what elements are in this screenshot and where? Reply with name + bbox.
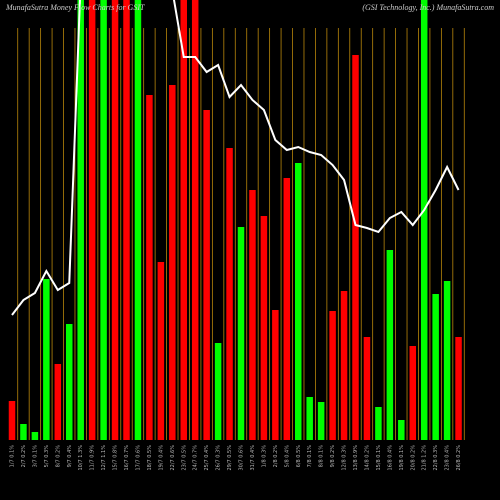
x-tick-label: 23/7 0.5%	[181, 445, 187, 471]
x-tick-label: 16/7 0.7%	[124, 445, 130, 471]
x-tick-label: 19/8 0.1%	[399, 445, 405, 471]
bar	[295, 163, 302, 440]
bar	[455, 337, 462, 440]
x-tick-label: 9/8 0.2%	[330, 445, 336, 468]
x-tick-label: 6/8 0.5%	[296, 445, 302, 468]
x-tick-label: 9/7 0.4%	[67, 445, 73, 468]
bar	[409, 346, 416, 440]
x-tick-label: 5/8 0.4%	[284, 445, 290, 468]
bar	[180, 0, 187, 440]
chart-title: MunafaSutra Money Flow Charts for GSIT	[5, 3, 145, 12]
x-tick-label: 8/8 0.1%	[319, 445, 325, 468]
x-tick-label: 10/7 1.3%	[78, 445, 84, 471]
bar	[54, 364, 62, 440]
x-tick-label: 17/7 0.6%	[135, 445, 141, 471]
x-tick-label: 7/8 0.1%	[307, 445, 313, 468]
bar	[363, 337, 371, 440]
chart-subtitle: (GSI Technology, Inc.) MunafaSutra.com	[362, 3, 494, 12]
bar	[77, 0, 84, 440]
x-tick-label: 18/7 0.5%	[147, 445, 153, 471]
x-tick-label: 30/7 0.6%	[239, 445, 245, 471]
x-tick-label: 19/7 0.4%	[158, 445, 164, 471]
bar	[88, 0, 96, 440]
bar	[317, 402, 325, 440]
bar	[134, 0, 142, 440]
x-tick-label: 29/7 0.5%	[227, 445, 233, 471]
bar	[191, 0, 199, 440]
x-tick-label: 16/8 0.4%	[387, 445, 393, 471]
x-tick-label: 26/7 0.3%	[216, 445, 222, 471]
x-tick-label: 1/8 0.3%	[261, 445, 267, 468]
x-tick-label: 12/7 1.1%	[101, 445, 107, 471]
x-tick-label: 12/8 0.3%	[342, 445, 348, 471]
bar	[306, 397, 313, 440]
x-tick-label: 25/7 0.4%	[204, 445, 210, 471]
line-layer	[11, 0, 460, 316]
bar	[146, 95, 153, 440]
x-labels: 1/7 0.1% 2/7 0.2% 3/7 0.1% 5/7 0.3% 8/7 0.2%…	[10, 445, 463, 471]
bar	[169, 85, 176, 440]
bar	[375, 407, 382, 440]
bar	[386, 250, 394, 440]
bar	[329, 311, 336, 440]
x-tick-label: 24/7 0.7%	[193, 445, 199, 471]
bar	[340, 291, 348, 440]
x-tick-label: 5/7 0.3%	[44, 445, 50, 468]
bar	[214, 343, 222, 440]
x-tick-label: 1/7 0.1%	[10, 445, 16, 468]
bar	[272, 310, 279, 440]
bar	[398, 420, 405, 440]
bar	[420, 0, 428, 440]
bar	[432, 294, 439, 440]
bar	[226, 148, 233, 440]
bar	[260, 216, 268, 440]
bar	[100, 0, 107, 440]
grid	[17, 28, 465, 440]
x-tick-label: 2/8 0.2%	[273, 445, 279, 468]
bar	[443, 281, 451, 440]
bar	[157, 262, 165, 440]
bars	[8, 0, 462, 440]
bar	[203, 110, 210, 440]
bar	[283, 178, 291, 440]
bar	[249, 190, 256, 440]
x-tick-label: 8/7 0.2%	[55, 445, 61, 468]
x-tick-label: 11/7 0.9%	[90, 445, 96, 471]
x-tick-label: 14/8 0.2%	[364, 445, 370, 471]
x-tick-label: 23/8 0.4%	[445, 445, 451, 471]
x-tick-label: 15/8 0.1%	[376, 445, 382, 471]
x-tick-label: 26/8 0.2%	[456, 445, 462, 471]
bar	[31, 432, 39, 440]
x-tick-label: 20/8 0.2%	[410, 445, 416, 471]
x-tick-label: 3/7 0.1%	[32, 445, 38, 468]
bar	[43, 279, 50, 440]
bar	[352, 55, 359, 440]
money-flow-line	[11, 0, 460, 316]
bar	[237, 227, 245, 440]
bar	[66, 324, 73, 440]
bar	[123, 0, 130, 440]
x-tick-label: 22/8 0.3%	[433, 445, 439, 471]
x-tick-label: 31/7 0.4%	[250, 445, 256, 471]
x-tick-label: 13/8 0.9%	[353, 445, 359, 471]
bar	[8, 401, 16, 440]
x-tick-label: 22/7 0.6%	[170, 445, 176, 471]
x-tick-label: 21/8 1.2%	[422, 445, 428, 471]
x-tick-label: 15/7 0.8%	[113, 445, 119, 471]
bar	[20, 424, 27, 440]
x-tick-label: 2/7 0.2%	[21, 445, 27, 468]
bar	[111, 0, 119, 440]
